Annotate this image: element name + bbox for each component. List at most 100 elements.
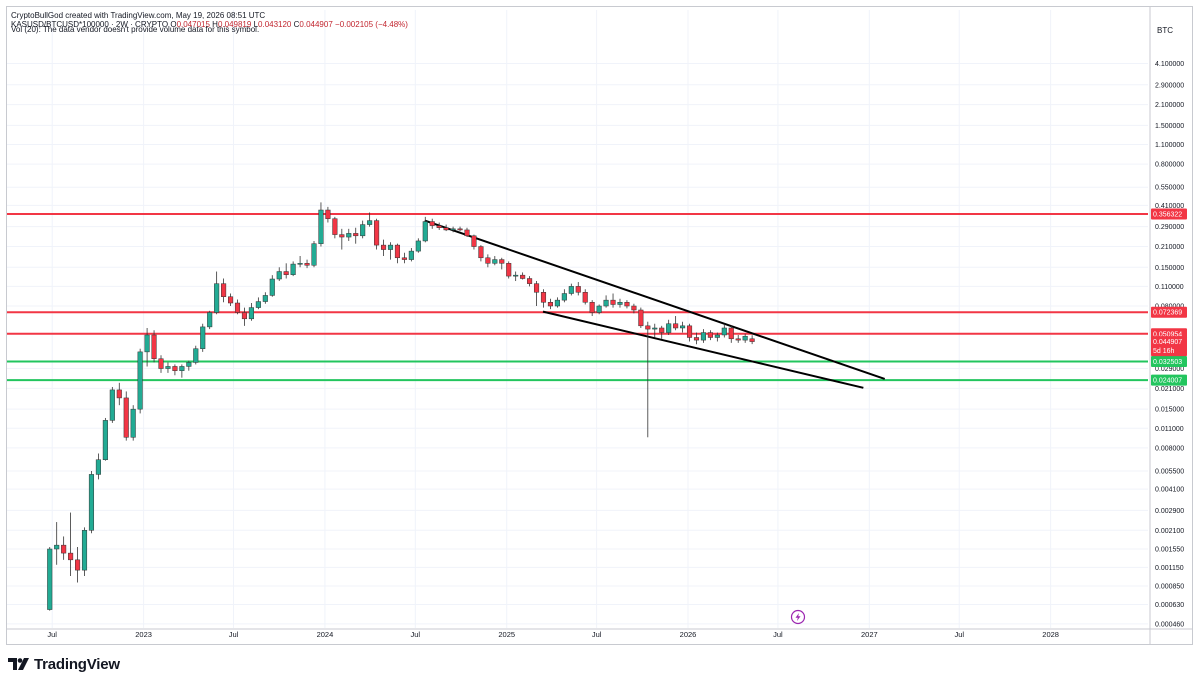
candle[interactable]: [214, 271, 220, 315]
candle[interactable]: [374, 218, 380, 250]
candle[interactable]: [297, 256, 303, 268]
candle[interactable]: [179, 364, 185, 378]
candle[interactable]: [735, 334, 741, 343]
candle[interactable]: [248, 303, 254, 321]
candle[interactable]: [700, 329, 706, 343]
candle[interactable]: [450, 226, 456, 233]
candle[interactable]: [631, 303, 637, 314]
candle[interactable]: [478, 245, 484, 262]
candle[interactable]: [513, 271, 519, 282]
candle[interactable]: [499, 257, 505, 270]
candle[interactable]: [61, 536, 67, 560]
candle[interactable]: [443, 224, 449, 232]
candle[interactable]: [158, 355, 164, 373]
candle[interactable]: [603, 295, 609, 308]
candle[interactable]: [81, 527, 88, 577]
candle[interactable]: [429, 218, 435, 229]
candle[interactable]: [234, 299, 241, 315]
candle[interactable]: [241, 307, 248, 326]
candle[interactable]: [457, 226, 463, 232]
candle[interactable]: [652, 323, 658, 338]
candle[interactable]: [144, 327, 150, 367]
candle[interactable]: [533, 281, 540, 307]
candle[interactable]: [617, 298, 623, 308]
candle[interactable]: [332, 216, 338, 239]
candle[interactable]: [137, 348, 143, 414]
candle[interactable]: [547, 298, 553, 310]
candle[interactable]: [325, 206, 331, 223]
candle[interactable]: [346, 228, 352, 241]
candle[interactable]: [527, 276, 533, 287]
candle[interactable]: [339, 228, 345, 250]
candle[interactable]: [290, 261, 296, 277]
candle[interactable]: [686, 323, 693, 342]
candle[interactable]: [540, 289, 547, 308]
candle[interactable]: [415, 238, 421, 253]
candle[interactable]: [596, 304, 602, 315]
candle[interactable]: [568, 283, 574, 296]
candle[interactable]: [485, 254, 491, 268]
candle[interactable]: [123, 391, 129, 441]
candle[interactable]: [200, 323, 206, 352]
tradingview-brand[interactable]: TradingView: [34, 655, 120, 673]
trendline[interactable]: [542, 310, 864, 389]
candle[interactable]: [610, 293, 616, 308]
candle[interactable]: [408, 248, 414, 262]
candle[interactable]: [311, 240, 317, 268]
candle[interactable]: [221, 278, 227, 303]
candle[interactable]: [714, 332, 720, 342]
candle[interactable]: [638, 307, 644, 328]
candle[interactable]: [721, 323, 727, 338]
candle[interactable]: [401, 252, 407, 264]
candle[interactable]: [575, 282, 581, 296]
candle[interactable]: [394, 243, 401, 264]
candle[interactable]: [68, 512, 74, 577]
candle[interactable]: [151, 330, 157, 363]
candle[interactable]: [255, 297, 261, 310]
candle[interactable]: [116, 382, 122, 406]
candle[interactable]: [387, 242, 394, 260]
candle[interactable]: [353, 227, 359, 244]
candle[interactable]: [367, 212, 373, 227]
candle[interactable]: [645, 321, 651, 438]
candle[interactable]: [728, 325, 734, 343]
candle[interactable]: [47, 547, 53, 611]
trendline[interactable]: [424, 219, 886, 380]
candle[interactable]: [269, 275, 275, 297]
candle[interactable]: [707, 330, 713, 341]
symbol-name[interactable]: KASUSD/BTCUSD*100000 · 2W · CRYPTO: [11, 20, 169, 29]
candle[interactable]: [666, 319, 672, 335]
candle[interactable]: [749, 335, 755, 345]
candle[interactable]: [492, 256, 498, 266]
candle[interactable]: [624, 300, 630, 309]
candle[interactable]: [283, 263, 289, 279]
candle[interactable]: [742, 333, 748, 343]
candle[interactable]: [464, 227, 470, 238]
candle[interactable]: [109, 386, 115, 423]
candle[interactable]: [680, 321, 686, 333]
candle[interactable]: [589, 300, 595, 317]
candle[interactable]: [360, 220, 366, 239]
candle[interactable]: [304, 259, 310, 269]
candle[interactable]: [422, 216, 428, 243]
candle[interactable]: [172, 364, 178, 376]
candle[interactable]: [88, 470, 95, 534]
candle[interactable]: [436, 222, 442, 230]
candle[interactable]: [276, 267, 282, 282]
candle[interactable]: [75, 547, 81, 583]
candle[interactable]: [318, 202, 324, 247]
candle[interactable]: [693, 332, 700, 345]
candle[interactable]: [207, 310, 213, 330]
candle[interactable]: [554, 297, 560, 308]
candle[interactable]: [471, 234, 477, 250]
candle[interactable]: [520, 272, 526, 280]
candle[interactable]: [380, 239, 387, 257]
candle[interactable]: [659, 325, 665, 339]
candle[interactable]: [130, 405, 136, 441]
candle[interactable]: [95, 453, 101, 480]
lightning-icon[interactable]: [790, 609, 806, 625]
candle[interactable]: [673, 316, 679, 331]
candle[interactable]: [186, 360, 192, 371]
candle[interactable]: [582, 289, 588, 305]
